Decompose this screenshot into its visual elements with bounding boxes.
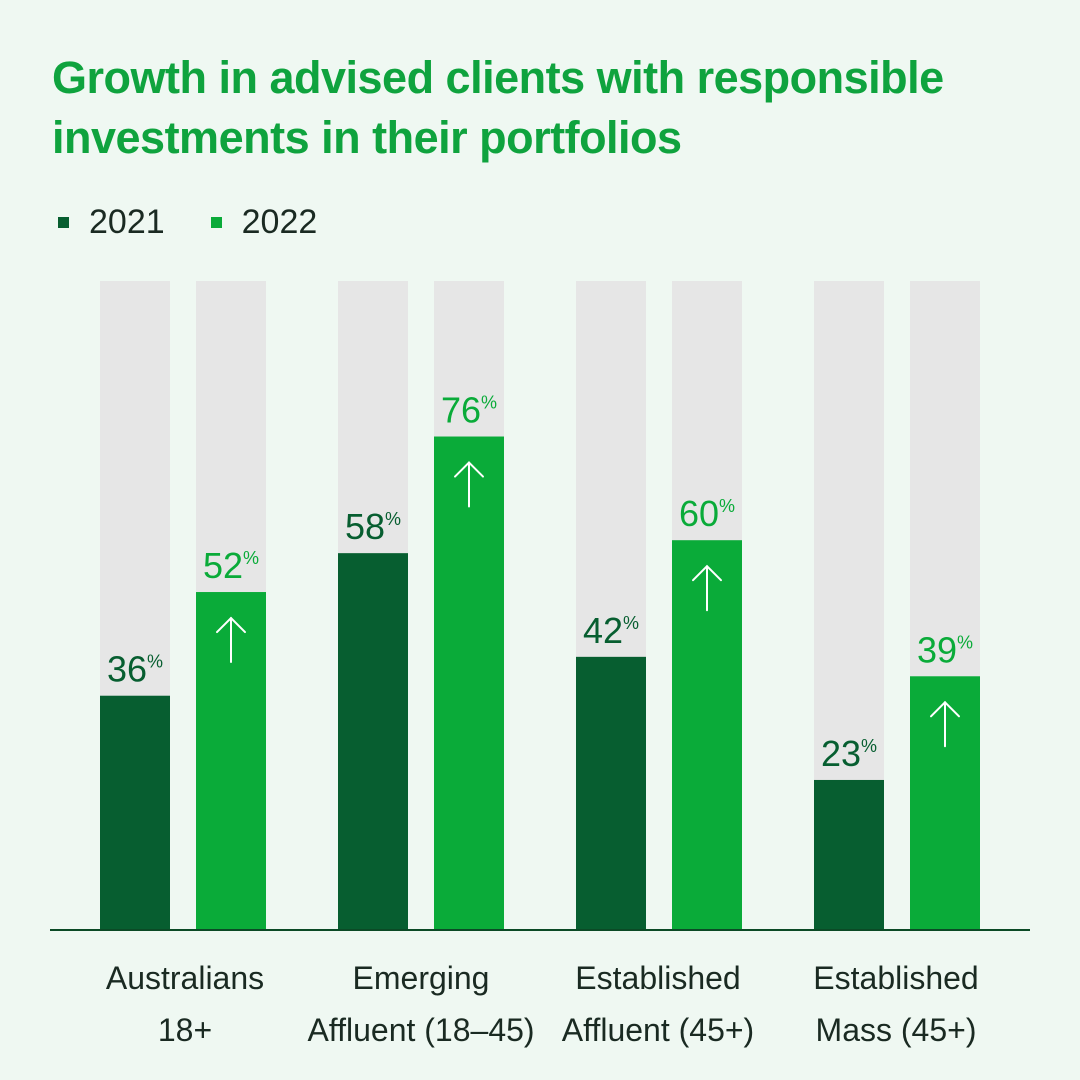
bar-2021-1 (100, 695, 170, 929)
category-label-established-affluent: Established Affluent (45+) (561, 960, 755, 1048)
legend-item-2021: 2021 (58, 203, 165, 242)
category-label-emerging-affluent: Emerging Affluent (18–45) (307, 960, 535, 1048)
legend-label-2022: 2022 (241, 202, 318, 241)
chart-title: Growth in advised clients with responsib… (52, 48, 1052, 168)
legend: 2021 2022 (58, 200, 363, 244)
category-label-established-mass: Established Mass (45+) (813, 960, 979, 1048)
up-arrow-icon-2022-3 (692, 564, 722, 612)
legend-swatch-2022 (210, 216, 222, 228)
data-label-2022-4: 39% (917, 629, 973, 670)
title-line-1: Growth in advised clients with responsib… (52, 52, 944, 103)
legend-swatch-2021 (58, 216, 69, 228)
up-arrow-icon-2022-4 (930, 700, 960, 748)
bar-2021-3 (576, 656, 646, 929)
title-line-2: investments in their portfolios (52, 112, 682, 163)
category-label-australians: Australians 18+ (105, 960, 265, 1048)
bar-2021-4 (814, 779, 884, 929)
up-arrow-icon-2022-2 (454, 461, 484, 508)
bar-2021-2 (338, 553, 408, 929)
bar-2022-2 (434, 436, 504, 929)
legend-item-2022: 2022 (210, 202, 318, 242)
data-label-2022-1: 52% (203, 545, 259, 586)
legend-label-2021: 2021 (89, 202, 165, 241)
up-arrow-icon-2022-1 (216, 616, 246, 664)
